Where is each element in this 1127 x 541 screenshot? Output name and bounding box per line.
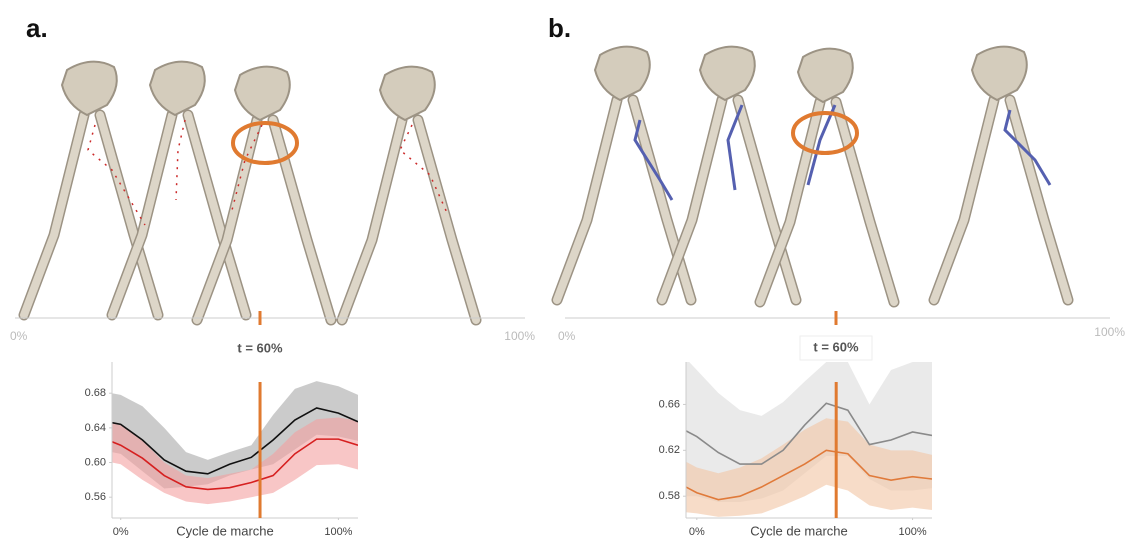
timeline-end: 100% (504, 329, 535, 343)
panel-label: b. (548, 13, 571, 43)
plot-area (112, 381, 358, 505)
timeline-start: 0% (10, 329, 28, 343)
muscle-path (87, 124, 146, 226)
skeleton (197, 67, 331, 320)
y-tick-label: 0.62 (659, 444, 680, 456)
x-axis-label: Cycle de marche (750, 523, 848, 538)
skeleton (24, 62, 158, 315)
y-tick-label: 0.68 (85, 387, 106, 399)
confidence-band (112, 381, 358, 489)
line-chart: 0.56 0.60 0.64 0.68 0% 100% Cycle de marche (85, 362, 358, 538)
confidence-band (112, 417, 358, 505)
timeline-label: t = 60% (237, 340, 283, 355)
line-chart: 0.58 0.62 0.66 0% 100% Cycle de marche (659, 362, 932, 538)
skeleton (342, 67, 476, 320)
skeleton (112, 62, 246, 315)
plot-area (686, 362, 932, 517)
timeline-end: 100% (1094, 325, 1125, 339)
muscle-path (231, 124, 263, 211)
highlight-circle (791, 111, 859, 155)
y-tick-label: 0.58 (659, 490, 680, 502)
x-axis-label: Cycle de marche (176, 523, 274, 538)
mean-line (686, 449, 932, 501)
y-tick-label: 0.56 (85, 491, 106, 503)
timeline-label: t = 60% (813, 339, 859, 354)
mean-line (112, 407, 358, 475)
panel-label: a. (26, 13, 48, 43)
muscle-path (633, 119, 674, 201)
muscle-path (399, 124, 449, 216)
x-tick-label: 100% (899, 526, 927, 538)
mean-line (686, 402, 932, 465)
label-box (799, 335, 873, 361)
timeline-start: 0% (558, 329, 576, 343)
skeleton-group-a (24, 62, 476, 320)
skeleton (760, 49, 894, 302)
muscle-path (175, 119, 186, 201)
highlight-circle (231, 121, 299, 165)
y-tick-label: 0.60 (85, 456, 106, 468)
muscle-path (1003, 109, 1052, 186)
mean-line (112, 438, 358, 491)
skeleton (934, 47, 1068, 300)
x-tick-label: 100% (324, 526, 352, 538)
y-tick-label: 0.66 (659, 398, 680, 410)
x-tick-label: 0% (689, 526, 705, 538)
skeleton-group-b (557, 47, 1068, 302)
muscle-path (726, 104, 744, 191)
muscle-path (806, 104, 837, 186)
x-tick-label: 0% (113, 526, 129, 538)
y-tick-label: 0.64 (85, 422, 106, 434)
